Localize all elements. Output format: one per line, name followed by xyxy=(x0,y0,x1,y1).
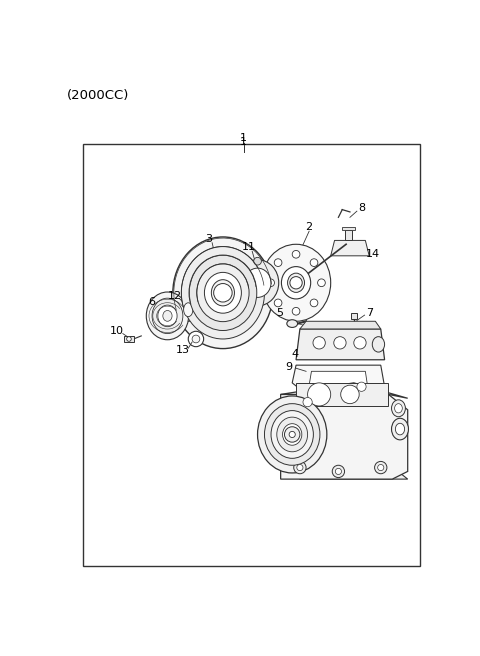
Ellipse shape xyxy=(152,298,183,334)
Bar xyxy=(351,313,357,319)
Circle shape xyxy=(274,258,282,266)
Circle shape xyxy=(127,337,131,341)
Text: 8: 8 xyxy=(358,203,365,213)
Text: (2000CC): (2000CC) xyxy=(67,89,130,102)
Ellipse shape xyxy=(211,279,234,306)
Circle shape xyxy=(336,468,341,474)
Ellipse shape xyxy=(158,305,177,327)
Ellipse shape xyxy=(392,419,408,440)
Circle shape xyxy=(303,398,312,407)
Text: 2: 2 xyxy=(306,222,312,232)
Ellipse shape xyxy=(283,424,302,445)
Bar xyxy=(345,230,352,240)
Circle shape xyxy=(285,427,300,442)
Circle shape xyxy=(357,382,366,392)
Ellipse shape xyxy=(281,266,311,299)
Ellipse shape xyxy=(189,255,257,331)
Circle shape xyxy=(214,283,232,302)
Circle shape xyxy=(297,464,303,470)
Text: 1: 1 xyxy=(240,137,247,147)
Ellipse shape xyxy=(287,319,298,327)
Bar xyxy=(342,228,355,230)
Ellipse shape xyxy=(395,403,402,413)
Text: 4: 4 xyxy=(291,350,298,359)
Text: 9: 9 xyxy=(286,361,293,372)
Circle shape xyxy=(354,337,366,349)
Circle shape xyxy=(290,277,302,289)
Text: 6: 6 xyxy=(149,297,156,307)
Circle shape xyxy=(318,279,325,287)
Ellipse shape xyxy=(392,400,406,417)
Ellipse shape xyxy=(180,298,197,321)
Ellipse shape xyxy=(271,411,313,459)
Text: 1: 1 xyxy=(240,133,247,143)
Circle shape xyxy=(310,299,318,307)
Polygon shape xyxy=(281,383,408,398)
Circle shape xyxy=(274,299,282,307)
Ellipse shape xyxy=(262,244,331,321)
Ellipse shape xyxy=(288,273,304,293)
Ellipse shape xyxy=(184,303,193,317)
Text: 13: 13 xyxy=(176,345,190,355)
Bar xyxy=(84,144,420,566)
Ellipse shape xyxy=(181,247,264,339)
Circle shape xyxy=(334,337,346,349)
Circle shape xyxy=(254,257,262,265)
Bar xyxy=(296,383,388,406)
Ellipse shape xyxy=(264,403,320,465)
Ellipse shape xyxy=(173,237,273,348)
Text: 14: 14 xyxy=(366,249,380,259)
Circle shape xyxy=(374,461,387,474)
Polygon shape xyxy=(300,321,381,329)
Circle shape xyxy=(292,308,300,315)
Ellipse shape xyxy=(146,292,189,340)
Circle shape xyxy=(313,337,325,349)
Circle shape xyxy=(267,279,275,287)
Ellipse shape xyxy=(204,272,241,313)
Polygon shape xyxy=(331,240,369,256)
Ellipse shape xyxy=(236,260,279,306)
Ellipse shape xyxy=(197,264,249,321)
Circle shape xyxy=(188,331,204,346)
Text: 12: 12 xyxy=(168,291,182,301)
Polygon shape xyxy=(296,329,384,359)
Ellipse shape xyxy=(372,337,384,352)
Circle shape xyxy=(292,251,300,258)
Ellipse shape xyxy=(396,423,405,435)
Text: 5: 5 xyxy=(276,308,283,318)
Circle shape xyxy=(192,335,200,343)
Circle shape xyxy=(294,461,306,474)
Polygon shape xyxy=(292,365,384,398)
Polygon shape xyxy=(309,371,368,393)
Circle shape xyxy=(310,258,318,266)
Ellipse shape xyxy=(163,310,172,321)
Text: 3: 3 xyxy=(205,234,213,244)
Circle shape xyxy=(341,385,359,403)
Text: 7: 7 xyxy=(366,308,373,318)
Polygon shape xyxy=(281,464,408,479)
Circle shape xyxy=(308,383,331,406)
Ellipse shape xyxy=(277,417,308,452)
Text: 10: 10 xyxy=(109,326,124,337)
Circle shape xyxy=(332,465,345,478)
Text: 11: 11 xyxy=(242,241,256,252)
Circle shape xyxy=(289,432,295,438)
Ellipse shape xyxy=(258,396,327,473)
Bar xyxy=(124,336,133,342)
Circle shape xyxy=(378,464,384,470)
Polygon shape xyxy=(281,394,408,479)
Ellipse shape xyxy=(244,268,271,297)
